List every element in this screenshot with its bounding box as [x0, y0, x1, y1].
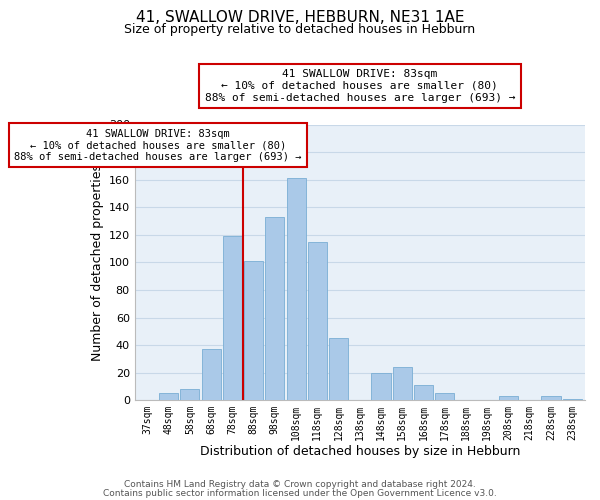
Bar: [180, 389, 199, 400]
Bar: [563, 399, 582, 400]
Bar: [223, 236, 242, 400]
Bar: [159, 394, 178, 400]
Bar: [202, 349, 221, 400]
Bar: [414, 385, 433, 400]
Text: Contains HM Land Registry data © Crown copyright and database right 2024.: Contains HM Land Registry data © Crown c…: [124, 480, 476, 489]
Bar: [541, 396, 560, 400]
Bar: [393, 367, 412, 400]
Text: Size of property relative to detached houses in Hebburn: Size of property relative to detached ho…: [124, 22, 476, 36]
Y-axis label: Number of detached properties: Number of detached properties: [91, 164, 104, 361]
Bar: [287, 178, 305, 400]
Bar: [244, 261, 263, 400]
Bar: [329, 338, 348, 400]
Text: 41 SWALLOW DRIVE: 83sqm
← 10% of detached houses are smaller (80)
88% of semi-de: 41 SWALLOW DRIVE: 83sqm ← 10% of detache…: [205, 70, 515, 102]
Bar: [371, 372, 391, 400]
Bar: [308, 242, 327, 400]
Text: 41, SWALLOW DRIVE, HEBBURN, NE31 1AE: 41, SWALLOW DRIVE, HEBBURN, NE31 1AE: [136, 10, 464, 25]
Bar: [435, 394, 454, 400]
X-axis label: Distribution of detached houses by size in Hebburn: Distribution of detached houses by size …: [200, 444, 520, 458]
Text: Contains public sector information licensed under the Open Government Licence v3: Contains public sector information licen…: [103, 488, 497, 498]
Bar: [499, 396, 518, 400]
Text: 41 SWALLOW DRIVE: 83sqm
← 10% of detached houses are smaller (80)
88% of semi-de: 41 SWALLOW DRIVE: 83sqm ← 10% of detache…: [14, 128, 302, 162]
Bar: [265, 217, 284, 400]
